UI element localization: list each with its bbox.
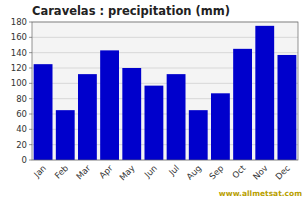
watermark: www.allmetsat.com [219,189,302,198]
y-tick [29,68,32,69]
bar [34,64,53,160]
y-tick [29,129,32,130]
x-tick-label: Oct [230,162,248,180]
bar [100,50,119,160]
y-tick [29,160,32,161]
x-tick-label: Mar [74,163,93,182]
x-tick-label: Apr [97,163,115,181]
bar [78,74,97,160]
y-tick [29,52,32,53]
y-tick [29,144,32,145]
y-tick [29,98,32,99]
y-tick-label: 100 [11,78,27,88]
bar [233,49,252,160]
x-tick-label: Jun [142,163,159,180]
y-tick-label: 20 [16,140,27,150]
grid [32,22,298,160]
y-tick-label: 120 [11,63,27,73]
chart: 0 20 40 60 80 100 120 140 160 180 Jan FebMarAprMay J… [0,0,306,200]
bar [211,93,230,160]
title: Caravelas : precipitation (mm) [32,4,230,18]
bar [56,110,75,160]
bar [167,74,186,160]
y-tick-label: 160 [11,32,27,42]
y-tick-label: 0 [22,155,27,165]
plot-frame [32,22,298,160]
x-tick-label: Feb [53,163,71,181]
y-tick [29,83,32,84]
y-tick-label: 40 [16,124,27,134]
y-tick-label: 60 [16,109,27,119]
x-tick-label: Jan [31,163,48,180]
x-tick-label: Jul [166,163,181,178]
y-tick [29,37,32,38]
y-tick [29,114,32,115]
bar [122,68,141,160]
bars [34,26,297,160]
y-tick-label: 80 [16,94,27,104]
bar [144,86,163,160]
y-tick [29,22,32,23]
x-tick-label: Nov [251,163,270,182]
bar [277,55,296,160]
x-tick-label: Aug [184,163,203,182]
x-tick-label: Sep [207,163,225,181]
bar [189,110,208,160]
x-tick-label: May [117,163,137,183]
plot-area [32,22,298,160]
y-tick-label: 140 [11,48,27,58]
y-tick-label: 180 [11,17,27,27]
bar [255,26,274,160]
x-tick-label: Dec [273,163,292,182]
